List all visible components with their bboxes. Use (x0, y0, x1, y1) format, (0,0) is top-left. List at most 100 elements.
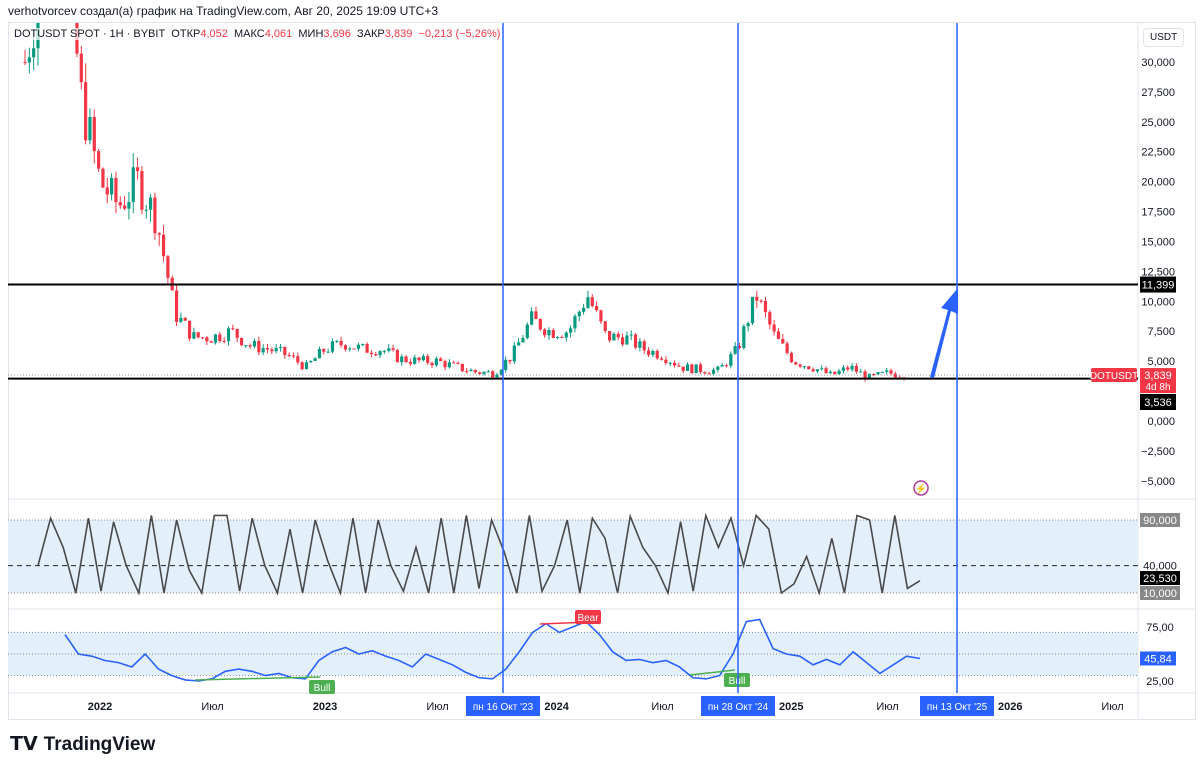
candle-body (846, 367, 850, 370)
candle-body (508, 359, 512, 362)
rsi-last-bg (1140, 651, 1176, 666)
candle-body (391, 348, 395, 350)
candle-body (629, 334, 633, 336)
candle-body (820, 368, 824, 370)
candle-body (252, 341, 257, 347)
candle-body (413, 357, 417, 364)
candle-body (569, 328, 573, 333)
close-label: ЗАКР (357, 28, 385, 40)
symbol-name[interactable]: DOTUSDT SPOT · 1H · BYBIT (14, 28, 166, 40)
candle-body (32, 48, 36, 58)
bull-divergence-line (194, 676, 321, 681)
candle-body (482, 371, 486, 374)
candle-body (79, 53, 83, 83)
osc-level-label: 10,000 (1143, 588, 1177, 600)
rsi-tick-label: 75,00 (1146, 622, 1174, 634)
candle-body (105, 187, 109, 195)
price-tick-label: 30,000 (1141, 57, 1175, 69)
candle-body (330, 341, 335, 352)
price-tick-label: 27,500 (1141, 87, 1175, 99)
candle-body (564, 332, 568, 338)
time-tick-label: 2025 (779, 701, 803, 713)
candle-body (447, 362, 451, 368)
price-tick-label: 10,000 (1141, 296, 1175, 308)
candle-body (395, 349, 400, 363)
candle-body (287, 355, 291, 357)
candle-body (161, 234, 166, 257)
candle-body (685, 364, 690, 371)
candle-body (807, 366, 811, 370)
open-value: 4,052 (200, 28, 228, 40)
candle-body (352, 348, 356, 350)
low-value: 3,696 (323, 28, 351, 40)
candle-body (512, 345, 516, 362)
candle-body (499, 369, 503, 375)
candle-body (534, 311, 538, 320)
candle-body (348, 348, 352, 350)
candle-body (84, 82, 88, 141)
candle-body (828, 371, 833, 374)
level-label: 11,399 (1142, 280, 1175, 292)
candle-body (426, 356, 430, 363)
candle-body (317, 348, 322, 359)
candles (23, 23, 906, 382)
divergence-tag-bg (309, 680, 335, 694)
candle-body (850, 365, 854, 370)
candle-body (620, 337, 625, 345)
candle-body (785, 343, 789, 354)
price-tick-label: 15,000 (1141, 236, 1175, 248)
close-value: 3,839 (384, 28, 413, 40)
level-label-bg (1140, 276, 1176, 293)
candle-body (538, 319, 542, 330)
lightning-icon (913, 480, 929, 496)
candle-body (179, 317, 183, 322)
candle-body (759, 300, 763, 302)
candle-body (135, 167, 140, 172)
candle-body (144, 209, 148, 211)
candle-body (491, 371, 495, 378)
candle-body (668, 362, 672, 364)
tradingview-logo[interactable]: 𝗧𝗩 TradingView (10, 733, 155, 756)
candle-body (27, 57, 31, 63)
candle-body (131, 167, 135, 202)
candle-body (633, 334, 638, 348)
candle-body (815, 369, 820, 372)
osc-level-bg (1140, 513, 1180, 527)
candle-body (603, 321, 607, 332)
candle-body (768, 312, 772, 325)
candle-body (616, 333, 620, 338)
high-value: 4,061 (264, 28, 293, 40)
candle-body (153, 197, 157, 234)
candle-body (257, 341, 261, 353)
symbol-legend: DOTUSDT SPOT · 1H · BYBIT ОТКР4,052 МАКС… (14, 28, 501, 40)
candle-body (265, 348, 270, 350)
oscillator-line (37, 512, 921, 596)
divergence-tag-bg (575, 610, 601, 624)
divergence-tag: Bear (577, 613, 599, 624)
divergence-tag: Bull (314, 683, 331, 694)
candle-body (222, 340, 226, 342)
candle-body (231, 328, 235, 330)
candle-body (387, 348, 391, 351)
candle-body (452, 362, 456, 364)
candle-body (356, 344, 361, 349)
price-tick-label: 22,500 (1141, 147, 1175, 159)
candle-body (720, 365, 724, 367)
candle-body (166, 256, 170, 278)
candle-body (672, 362, 677, 366)
currency-button[interactable]: USDT (1143, 28, 1185, 47)
candle-body (261, 348, 265, 353)
candle-body (110, 178, 114, 195)
lightning-glyph: ⚡ (915, 482, 927, 495)
candle-body (322, 348, 326, 352)
date-label: пн 13 Окт '25 (927, 702, 988, 713)
price-tick-label: 7,500 (1147, 326, 1175, 338)
candle-body (694, 364, 698, 374)
candle-body (213, 334, 218, 343)
candle-body (343, 345, 348, 350)
candle-body (772, 324, 776, 332)
candle-body (755, 296, 759, 301)
candle-body (599, 310, 603, 322)
osc-last-label: 23,530 (1143, 573, 1177, 585)
